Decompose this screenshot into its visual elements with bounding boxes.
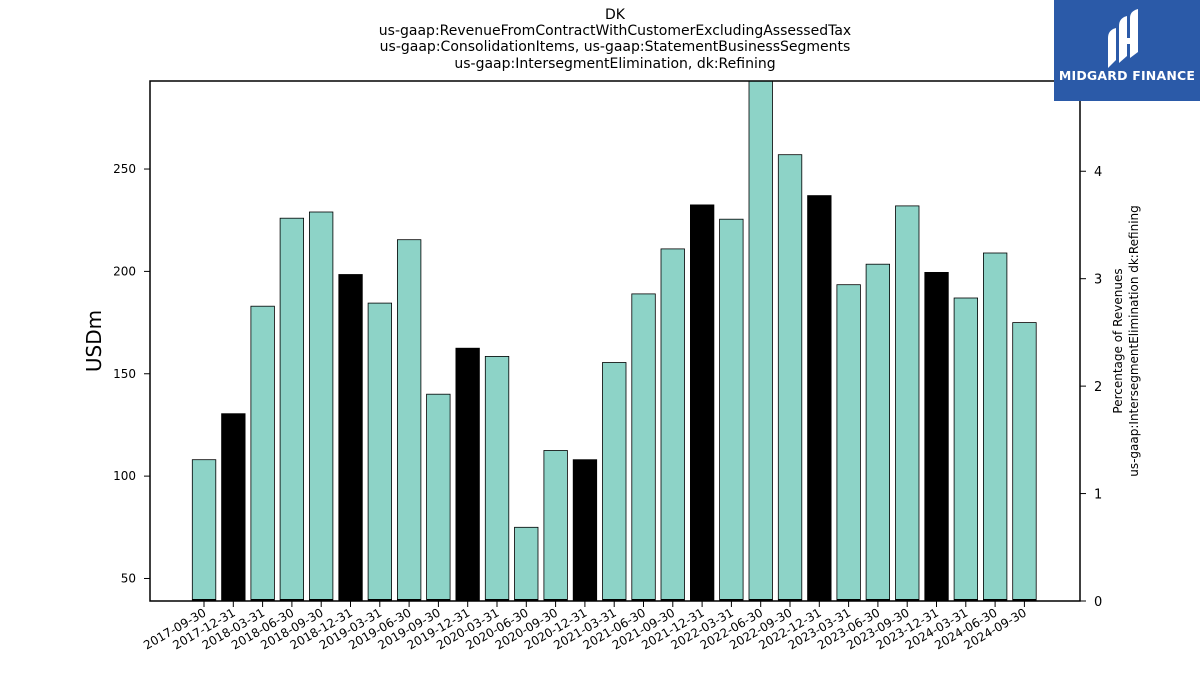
midgard-finance-logo: MIDGARD FINANCE — [1054, 0, 1200, 101]
bar-2017-12-31 — [221, 413, 246, 602]
y2-tick-label: 1 — [1094, 488, 1102, 503]
bar-2024-06-30 — [983, 252, 1008, 602]
bar-2020-06-30 — [514, 526, 539, 602]
x-axis-ticks: 2017-09-302017-12-312018-03-312018-06-30… — [141, 601, 1029, 652]
chart-title-line-2: us-gaap:RevenueFromContractWithCustomerE… — [378, 23, 852, 39]
bar-2018-09-30 — [308, 211, 334, 602]
y2-tick-label: 4 — [1094, 165, 1102, 180]
y-axis-ticks: 50 100 150 200 250 — [113, 162, 150, 585]
y-tick-label: 100 — [113, 469, 136, 483]
bar-2021-06-30 — [631, 293, 656, 602]
bar-2022-03-31 — [719, 218, 744, 602]
bar-2022-12-31 — [807, 195, 832, 602]
y2-tick-label: 0 — [1094, 595, 1102, 610]
bar-2020-03-31 — [484, 355, 510, 602]
y-tick-label: 150 — [113, 367, 136, 381]
bar-2023-09-30 — [895, 205, 920, 602]
bar-2021-03-31 — [602, 362, 627, 602]
midgard-logo-icon — [1108, 9, 1138, 68]
chart-title-line-3: us-gaap:ConsolidationItems, us-gaap:Stat… — [379, 39, 851, 55]
bar-2020-12-31 — [572, 459, 598, 602]
y2-axis-label-line-1: Percentage of Revenues — [1111, 268, 1125, 413]
bar-2024-09-30 — [1012, 322, 1037, 602]
y-axis-label: USDm — [82, 310, 106, 372]
bar-2023-03-31 — [836, 284, 861, 602]
bar-2023-12-31 — [924, 271, 949, 602]
bars-group — [191, 80, 1037, 602]
y2-tick-label: 2 — [1094, 380, 1102, 395]
bar-2019-03-31 — [367, 302, 393, 602]
bar-2018-06-30 — [279, 217, 305, 602]
chart-title-line-1: DK — [605, 7, 625, 23]
bar-2022-06-30 — [748, 80, 773, 602]
bar-2018-12-31 — [338, 274, 363, 602]
y2-tick-label: 3 — [1094, 273, 1102, 288]
bar-2017-09-30 — [191, 459, 217, 602]
plot-frame — [149, 80, 1081, 602]
bar-2023-06-30 — [865, 263, 890, 602]
y-tick-label: 50 — [121, 571, 136, 585]
bar-2018-03-31 — [250, 305, 275, 602]
bar-2024-03-31 — [953, 297, 978, 602]
y2-axis-ticks: 0 1 2 3 4 — [1080, 165, 1102, 610]
bar-2021-12-31 — [690, 204, 715, 602]
bar-2020-09-30 — [543, 450, 568, 602]
logo-text: MIDGARD FINANCE — [1058, 68, 1196, 83]
bar-2022-09-30 — [777, 154, 803, 602]
bar-2021-09-30 — [660, 248, 685, 602]
bar-2019-06-30 — [396, 239, 422, 602]
chart-title-line-4: us-gaap:IntersegmentElimination, dk:Refi… — [454, 56, 776, 72]
y-tick-label: 250 — [113, 162, 136, 176]
bar-2019-09-30 — [426, 393, 451, 602]
y2-axis-label-line-2: us-gaap:IntersegmentElimination dk:Refin… — [1127, 205, 1141, 477]
bar-2019-12-31 — [455, 347, 480, 602]
y-tick-label: 200 — [113, 264, 136, 278]
